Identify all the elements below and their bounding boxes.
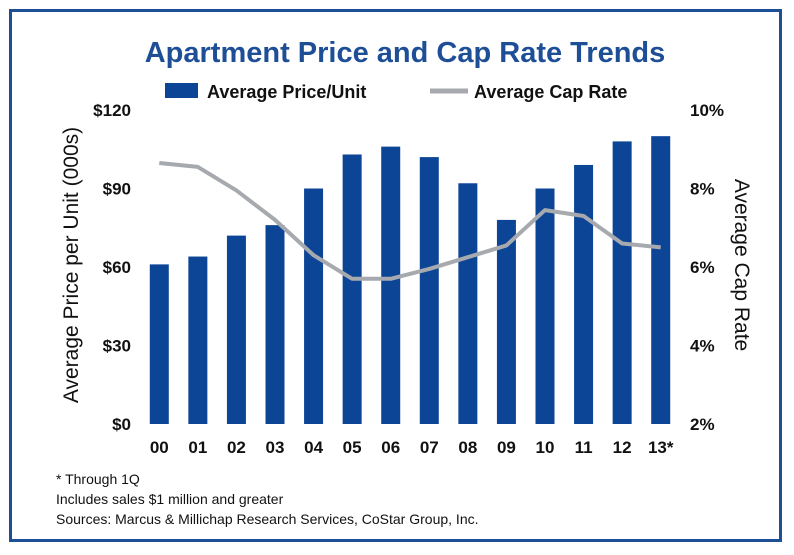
- x-tick-label: 08: [458, 438, 477, 457]
- x-tick-label: 03: [266, 438, 285, 457]
- price-bar: [535, 188, 555, 424]
- x-tick-label: 13*: [648, 438, 674, 457]
- caprate-line: [159, 160, 661, 281]
- chart-title: Apartment Price and Cap Rate Trends: [145, 37, 666, 69]
- left-tick-label: $120: [93, 101, 131, 120]
- right-tick-label: 2%: [690, 415, 715, 434]
- x-tick-label: 09: [497, 438, 516, 457]
- x-tick-label: 10: [536, 438, 555, 457]
- x-tick-label: 07: [420, 438, 439, 457]
- left-axis-ticks: $0 $30 $60 $90 $120: [93, 101, 131, 434]
- right-axis-ticks: 2% 4% 6% 8% 10%: [690, 101, 724, 434]
- price-bar: [342, 154, 362, 424]
- price-bar: [612, 141, 632, 424]
- price-bar: [226, 235, 246, 424]
- price-bar: [188, 256, 208, 424]
- note-through: * Through 1Q: [56, 471, 140, 487]
- left-tick-label: $60: [103, 258, 131, 277]
- caprate-line-layer: [159, 160, 661, 281]
- price-bar: [265, 225, 285, 424]
- right-axis-label: Average Cap Rate: [730, 179, 753, 351]
- x-tick-label: 12: [613, 438, 632, 457]
- left-tick-label: $30: [103, 337, 131, 356]
- right-tick-label: 8%: [690, 180, 715, 199]
- price-bar: [458, 183, 478, 424]
- price-bar: [419, 157, 439, 424]
- x-tick-label: 04: [304, 438, 323, 457]
- price-bar: [496, 219, 516, 424]
- right-tick-label: 6%: [690, 258, 715, 277]
- x-tick-label: 00: [150, 438, 169, 457]
- legend-swatch-price: [165, 83, 198, 98]
- legend: Average Price/Unit Average Cap Rate: [165, 82, 627, 102]
- legend-label-caprate: Average Cap Rate: [474, 82, 627, 102]
- price-bar: [149, 264, 169, 424]
- x-tick-label: 01: [188, 438, 207, 457]
- x-axis-ticks: 00 01 02 03 04 05 06 07 08 09 10 11 12 13*: [150, 438, 674, 457]
- right-tick-label: 10%: [690, 101, 724, 120]
- right-tick-label: 4%: [690, 337, 715, 356]
- x-tick-label: 11: [575, 438, 593, 457]
- left-axis-label: Average Price per Unit (000s): [60, 127, 83, 403]
- note-sources: Sources: Marcus & Millichap Research Ser…: [56, 511, 479, 527]
- price-bar: [381, 146, 401, 424]
- price-bar: [651, 136, 671, 424]
- price-bar: [574, 164, 594, 424]
- x-tick-label: 05: [343, 438, 362, 457]
- x-tick-label: 02: [227, 438, 246, 457]
- left-tick-label: $0: [112, 415, 131, 434]
- price-bar: [304, 188, 324, 424]
- note-includes: Includes sales $1 million and greater: [56, 491, 284, 507]
- x-tick-label: 06: [381, 438, 400, 457]
- left-tick-label: $90: [103, 180, 131, 199]
- price-bars: [149, 136, 671, 424]
- legend-label-price: Average Price/Unit: [207, 82, 366, 102]
